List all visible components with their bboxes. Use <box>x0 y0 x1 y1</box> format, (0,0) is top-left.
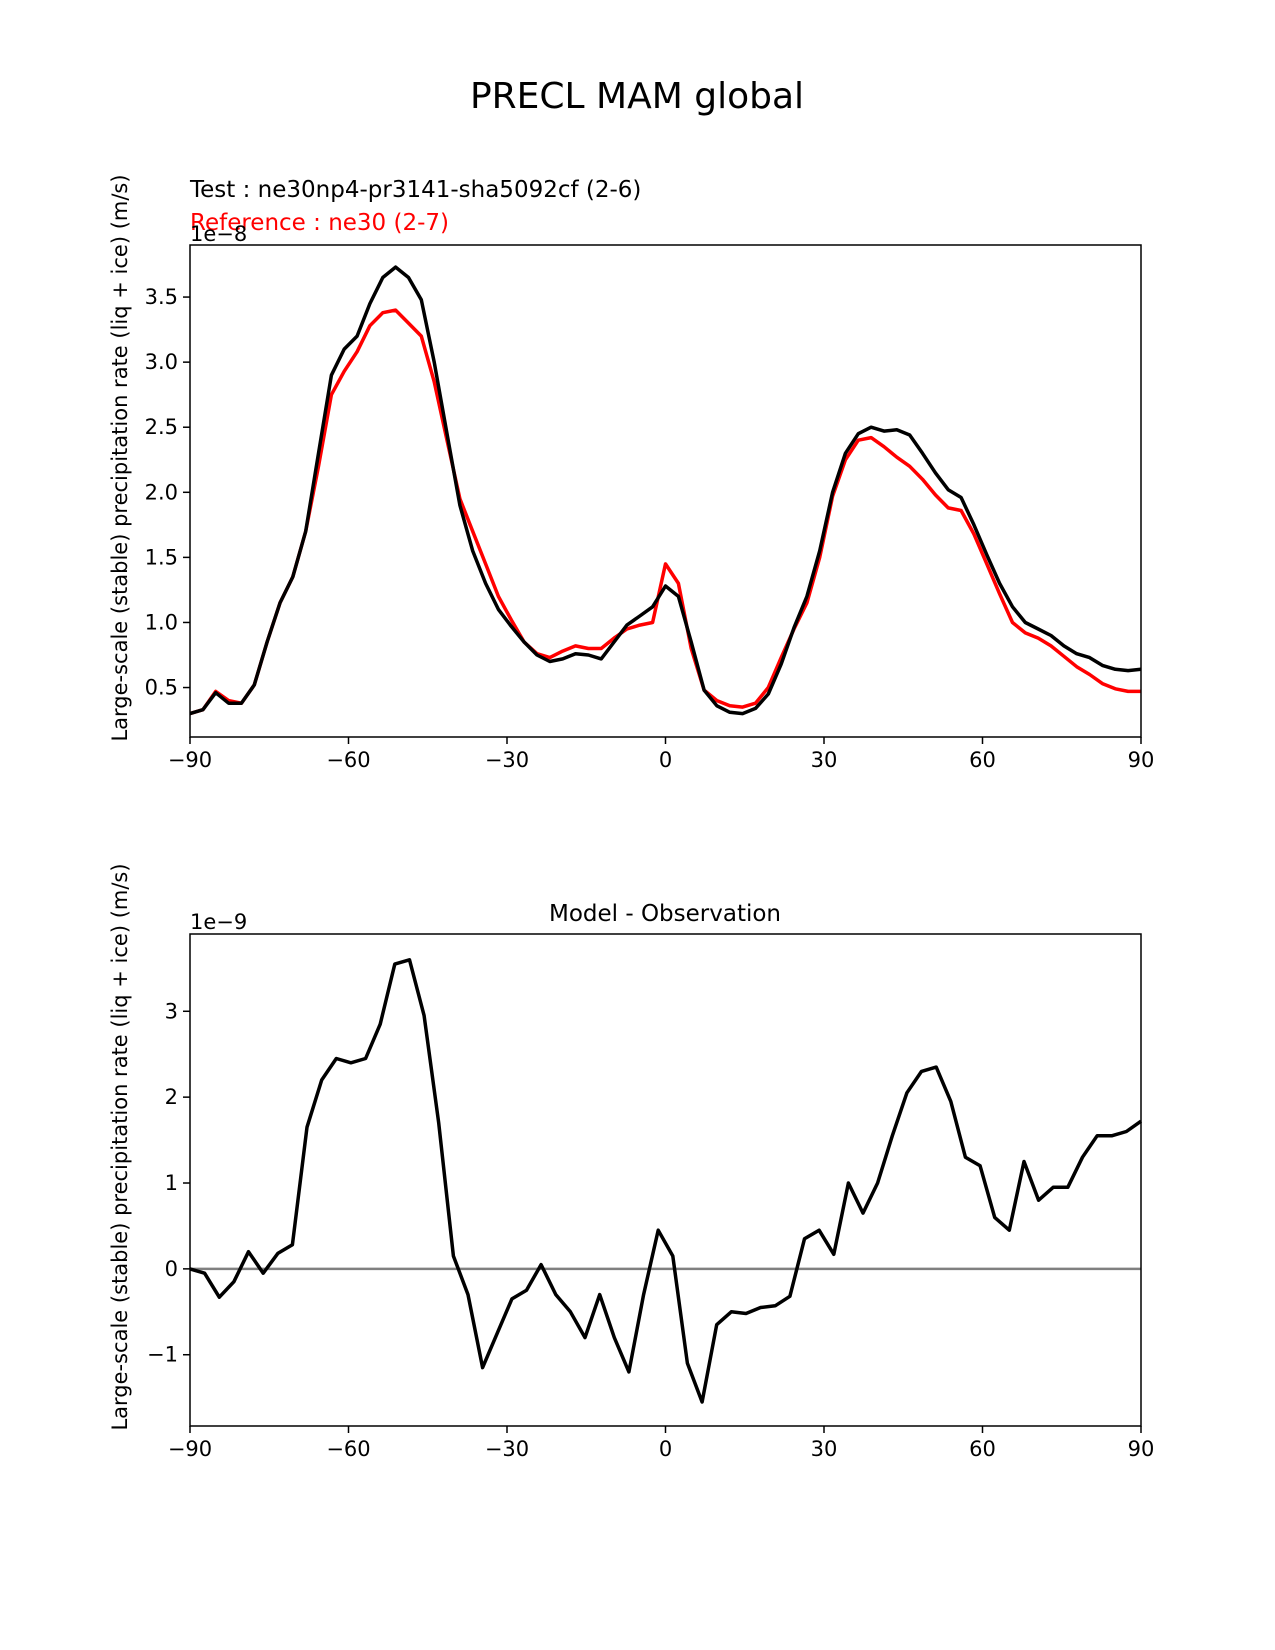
top-ytick-label: 1.0 <box>145 610 178 634</box>
bottom-lines <box>189 958 1143 1404</box>
top-xtick-label: 30 <box>811 748 838 772</box>
bottom-ytick-label: −1 <box>147 1343 178 1367</box>
bottom-ytick-label: 2 <box>165 1085 178 1109</box>
top-xtick-label: 0 <box>659 748 672 772</box>
top-ylabel: Large-scale (stable) precipitation rate … <box>108 174 132 741</box>
top-multiplier-label: 1e−8 <box>190 222 247 246</box>
top-ytick-label: 2.0 <box>145 480 178 504</box>
bottom-xtick-label: 0 <box>659 1437 672 1461</box>
test-label: Test : ne30np4-pr3141-sha5092cf (2-6) <box>189 177 641 203</box>
top-ytick-label: 3.0 <box>145 350 178 374</box>
top-xtick-label: −90 <box>168 748 212 772</box>
figure-title: PRECL MAM global <box>470 76 804 117</box>
bottom-xtick-label: 90 <box>1128 1437 1155 1461</box>
bottom-axes-frame <box>189 933 1142 1427</box>
bottom-ytick-label: 1 <box>165 1171 178 1195</box>
top-lines <box>189 265 1142 716</box>
bottom-ytick-label: 3 <box>165 999 178 1023</box>
top-xtick-label: −30 <box>485 748 529 772</box>
bottom-xtick-label: 60 <box>969 1437 996 1461</box>
top-ticks: −90 −60 −30 0 30 60 90 0.5 1.0 1.5 2.0 2.5 3.0 3.5 <box>145 285 1155 772</box>
top-ytick-label: 2.5 <box>145 415 178 439</box>
top-ytick-label: 3.5 <box>145 285 178 309</box>
bottom-xtick-label: 30 <box>811 1437 838 1461</box>
top-xtick-label: 60 <box>969 748 996 772</box>
bottom-multiplier-label: 1e−9 <box>190 910 247 934</box>
top-series-reference <box>189 308 1141 716</box>
bottom-ylabel: Large-scale (stable) precipitation rate … <box>108 863 132 1430</box>
top-ytick-label: 1.5 <box>145 545 178 569</box>
bottom-xtick-label: −30 <box>485 1437 529 1461</box>
bottom-title: Model - Observation <box>549 901 781 927</box>
top-series-test <box>189 265 1142 716</box>
top-axes-frame <box>189 244 1142 738</box>
bottom-xtick-label: −90 <box>168 1437 212 1461</box>
bottom-ticks: −90 −60 −30 0 30 60 90 −1 0 1 2 3 <box>147 999 1154 1461</box>
top-xtick-label: 90 <box>1128 748 1155 772</box>
bottom-series-model-observation <box>189 958 1143 1404</box>
top-ytick-label: 0.5 <box>145 676 178 700</box>
top-xtick-label: −60 <box>326 748 370 772</box>
bottom-xtick-label: −60 <box>326 1437 370 1461</box>
bottom-ytick-label: 0 <box>165 1257 178 1281</box>
reference-label: Reference : ne30 (2-7) <box>190 210 449 236</box>
top-panel: Test : ne30np4-pr3141-sha5092cf (2-6) Re… <box>108 174 1154 772</box>
bottom-panel: Model - Observation 1e−9 Large-scale (st… <box>108 863 1154 1461</box>
